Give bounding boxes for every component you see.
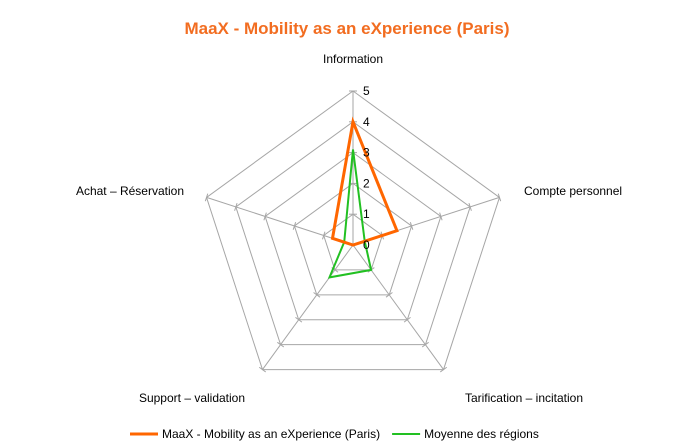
radar-grid [204,90,502,373]
tick-label: 1 [363,207,370,221]
tick-label: 5 [363,84,370,98]
category-label: Tarification – incitation [465,391,583,405]
radial-axis-ticks: 0 1 2 3 4 5 [363,84,370,252]
category-label: Achat – Réservation [76,184,184,198]
category-label: Information [323,52,383,66]
tick-label: 2 [363,176,370,190]
axis-spoke [206,196,354,246]
axis-spoke [352,244,444,370]
category-label: Support – validation [139,391,245,405]
legend: MaaX - Mobility as an eXperience (Paris)… [130,427,539,441]
radar-series [327,116,399,279]
tick-label: 4 [363,115,370,129]
grid-ring [293,182,413,296]
axis-spoke [262,244,354,370]
grid-ring [264,151,442,321]
category-label: Compte personnel [524,184,622,198]
legend-entry: Moyenne des régions [424,427,539,441]
tick-label: 3 [363,146,370,160]
grid-ring [323,213,383,271]
legend-entry: MaaX - Mobility as an eXperience (Paris) [162,427,380,441]
category-labels: Information Compte personnel Tarification … [76,52,622,405]
tick-label: 0 [363,238,370,252]
series-line [330,116,399,247]
grid-ring [235,121,471,346]
grid-ring [205,90,501,371]
chart-title: MaaX - Mobility as an eXperience (Paris) [184,19,509,38]
series-line [327,149,373,279]
